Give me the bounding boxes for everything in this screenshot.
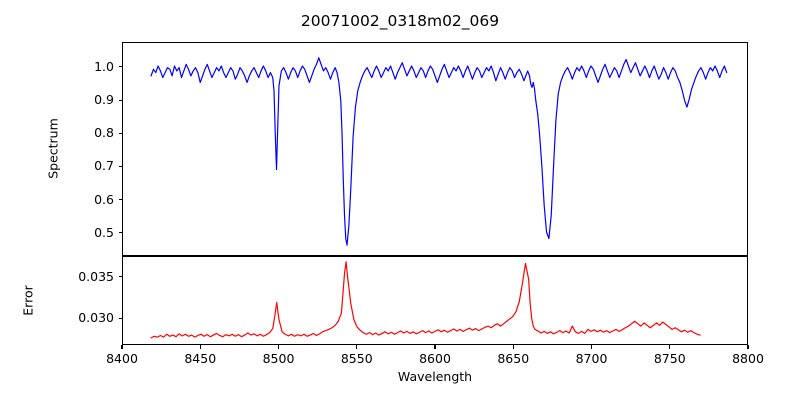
y-tick-mark-spectrum (119, 232, 123, 233)
y-tick-mark-spectrum (119, 166, 123, 167)
error-line-plot (123, 257, 747, 344)
x-tick-mark (513, 345, 514, 349)
x-tick-label: 8600 (405, 351, 465, 366)
y-tick-mark-spectrum (119, 199, 123, 200)
y-tick-mark-error (119, 276, 123, 277)
spectrum-axes (122, 42, 748, 256)
x-tick-label: 8700 (562, 351, 622, 366)
y-tick-label-error: 0.030 (60, 310, 114, 325)
y-tick-label-spectrum: 0.8 (70, 125, 114, 140)
y-tick-label-spectrum: 0.5 (70, 225, 114, 240)
figure-title: 20071002_0318m02_069 (0, 12, 800, 30)
x-tick-label: 8650 (483, 351, 543, 366)
y-tick-mark-spectrum (119, 133, 123, 134)
spectrum-line-plot (123, 43, 747, 255)
x-tick-label: 8800 (718, 351, 778, 366)
y-tick-mark-spectrum (119, 100, 123, 101)
y-tick-label-spectrum: 0.7 (70, 158, 114, 173)
x-tick-label: 8750 (640, 351, 700, 366)
spectrum-series-line (151, 58, 727, 245)
y-tick-mark-error (119, 318, 123, 319)
y-axis-label-error: Error (21, 271, 36, 331)
matplotlib-figure: 20071002_0318m02_069 8400 8450 8500 8550 860… (0, 0, 800, 400)
x-tick-mark (356, 345, 357, 349)
x-tick-mark (591, 345, 592, 349)
y-tick-label-error: 0.035 (60, 269, 114, 284)
y-tick-label-spectrum: 0.9 (70, 92, 114, 107)
x-tick-label: 8500 (249, 351, 309, 366)
y-tick-label-spectrum: 1.0 (70, 59, 114, 74)
x-tick-mark (434, 345, 435, 349)
x-tick-mark (278, 345, 279, 349)
x-tick-label: 8550 (327, 351, 387, 366)
error-series-line (151, 262, 700, 338)
x-axis-label: Wavelength (122, 369, 748, 384)
x-tick-label: 8400 (92, 351, 152, 366)
x-tick-label: 8450 (170, 351, 230, 366)
x-tick-mark (747, 345, 748, 349)
y-axis-label-spectrum: Spectrum (46, 89, 61, 209)
error-axes (122, 256, 748, 345)
y-tick-label-spectrum: 0.6 (70, 192, 114, 207)
x-tick-mark (121, 345, 122, 349)
x-tick-mark (200, 345, 201, 349)
y-tick-mark-spectrum (119, 66, 123, 67)
x-tick-mark (669, 345, 670, 349)
